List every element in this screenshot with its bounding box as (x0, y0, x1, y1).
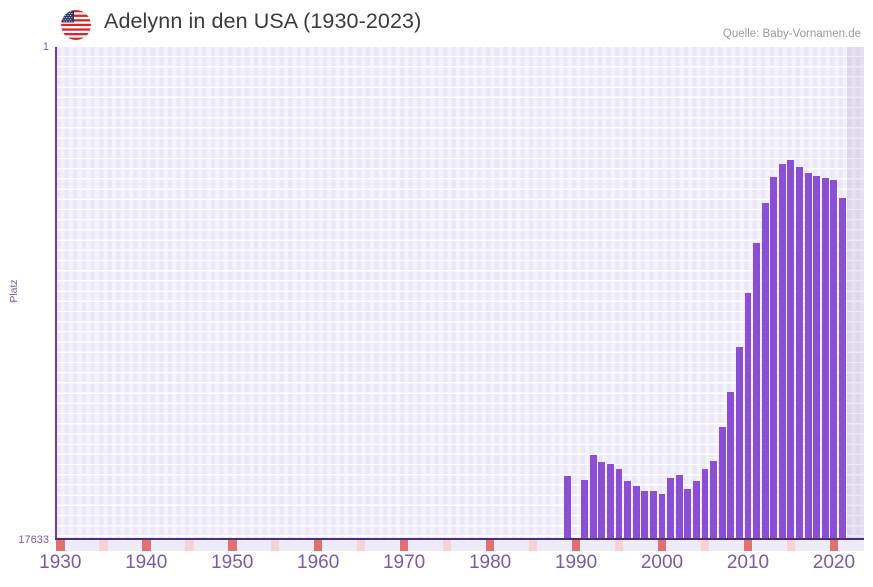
bar (564, 475, 571, 538)
us-flag-icon (61, 10, 91, 40)
x-tick-minor (356, 540, 366, 551)
future-shaded-region (846, 47, 864, 538)
bar (667, 478, 675, 538)
bar (727, 391, 735, 538)
x-tick-minor (786, 540, 796, 551)
x-tick-major (227, 540, 237, 551)
bar (796, 166, 803, 538)
y-axis-bottom-label: 17633 (18, 534, 49, 546)
bar (770, 177, 778, 538)
x-tick-minor (700, 540, 710, 551)
x-tick-major (56, 540, 65, 551)
bar (649, 490, 657, 538)
x-tick-major (141, 540, 151, 551)
bar (787, 160, 795, 538)
chart-header: Adelynn in den USA (1930-2023) Quelle: B… (0, 0, 873, 47)
bar (710, 460, 717, 538)
source-label: Quelle: Baby-Vornamen.de (722, 28, 861, 40)
x-tick-minor (98, 540, 108, 551)
bar (692, 481, 700, 538)
x-tick-label: 2020 (812, 552, 856, 573)
x-axis-tick-labels: 1930 1940 1950 1960 1970 1980 1990 2000 2010 2020 (0, 552, 873, 582)
x-axis-line (55, 538, 864, 540)
bar (778, 163, 786, 538)
bar (744, 293, 752, 538)
x-tick-label: 2000 (640, 552, 684, 573)
plot-area (56, 47, 864, 538)
x-tick-major (571, 540, 581, 551)
bar (606, 463, 614, 538)
x-tick-label: 1980 (468, 552, 512, 573)
x-tick-minor (442, 540, 452, 551)
x-tick-minor (184, 540, 194, 551)
x-tick-label: 1930 (39, 552, 82, 573)
bar (735, 347, 743, 538)
bar (658, 493, 666, 538)
x-axis-tick-strip (56, 540, 864, 551)
bar (684, 489, 692, 538)
x-tick-minor (270, 540, 280, 551)
x-tick-minor (614, 540, 624, 551)
x-tick-minor (528, 540, 538, 551)
bar (821, 177, 829, 538)
bar (718, 427, 726, 538)
bar (598, 461, 606, 538)
x-tick-major (313, 540, 323, 551)
bar (615, 469, 623, 538)
x-tick-label: 1970 (382, 552, 426, 573)
x-tick-major (485, 540, 495, 551)
y-axis-title: Platz (8, 279, 20, 303)
x-tick-major (399, 540, 409, 551)
bar (830, 180, 838, 538)
x-tick-label: 2010 (726, 552, 770, 573)
x-tick-label: 1950 (211, 552, 254, 573)
bar (675, 474, 683, 538)
chart-title: Adelynn in den USA (1930-2023) (104, 9, 422, 33)
bar (839, 197, 846, 538)
bar (632, 486, 640, 538)
bar (581, 480, 589, 538)
bars-layer (56, 47, 864, 538)
y-axis-line (55, 47, 57, 539)
x-tick-label: 1940 (125, 552, 168, 573)
x-tick-label: 1990 (554, 552, 598, 573)
y-axis-top-label: 1 (42, 41, 49, 53)
bar (804, 172, 812, 538)
bar (624, 481, 632, 538)
bar (761, 203, 769, 538)
bar (641, 491, 649, 538)
bar (813, 175, 821, 538)
x-tick-major (829, 540, 839, 551)
x-tick-label: 1960 (297, 552, 340, 573)
x-tick-major (657, 540, 667, 551)
bar (753, 243, 760, 538)
bar (589, 454, 597, 538)
bar (701, 468, 709, 538)
x-tick-major (743, 540, 753, 551)
